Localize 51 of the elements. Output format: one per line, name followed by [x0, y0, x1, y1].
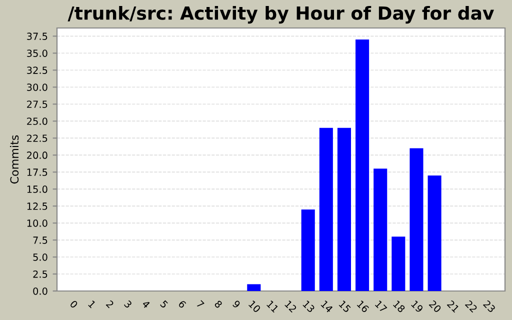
x-tick-label: 1: [88, 300, 96, 308]
bar: [374, 168, 388, 291]
x-tick-label: 21: [446, 300, 460, 313]
y-tick-label: 17.5: [27, 168, 48, 176]
x-tick-label: 13: [302, 300, 316, 313]
y-tick-label: 5.0: [33, 254, 48, 261]
x-tick-label: 8: [214, 300, 223, 309]
x-tick-label: 22: [464, 300, 478, 313]
bar: [410, 148, 424, 291]
x-tick-label: 4: [142, 300, 150, 309]
y-tick-label: 7.5: [33, 236, 48, 244]
y-tick-label: 2.5: [33, 270, 48, 278]
bar: [356, 40, 370, 291]
x-tick-label: 6: [178, 300, 187, 309]
x-tick-label: 9: [232, 300, 241, 309]
x-tick-label: 12: [284, 300, 297, 313]
y-tick-label: 22.5: [27, 134, 48, 142]
x-tick-label: 19: [410, 300, 424, 313]
x-tick-label: 15: [338, 300, 352, 313]
x-tick-label: 17: [374, 300, 388, 313]
x-tick-label: 7: [196, 300, 204, 308]
x-tick-label: 2: [106, 300, 114, 308]
x-tick-label: 0: [70, 300, 78, 309]
y-tick-label: 12.5: [27, 202, 48, 210]
bar: [337, 128, 351, 291]
y-tick-label: 37.5: [27, 32, 48, 40]
x-tick-label: 18: [392, 300, 406, 313]
bar: [301, 209, 315, 291]
y-tick-label: 32.5: [27, 66, 48, 74]
y-tick-label: 25.0: [27, 118, 48, 125]
x-tick-label: 16: [356, 300, 370, 313]
x-tick-label: 10: [248, 300, 262, 313]
y-tick-label: 20.0: [27, 152, 48, 159]
x-tick-label: 23: [482, 300, 496, 313]
x-tick-label: 14: [320, 300, 334, 313]
y-tick-label: 27.5: [27, 100, 48, 108]
bar: [247, 284, 261, 291]
y-tick-label: 10.0: [27, 220, 48, 227]
x-tick-label: 11: [266, 300, 279, 313]
y-tick-label: 30.0: [27, 84, 48, 91]
bar: [392, 236, 406, 291]
bar: [428, 175, 442, 291]
y-tick-label: 0.0: [33, 287, 48, 295]
y-tick-label: 35.0: [27, 50, 48, 57]
chart-title: /trunk/src: Activity by Hour of Day for dav: [68, 6, 494, 24]
x-tick-label: 20: [428, 300, 442, 313]
bar: [319, 128, 333, 291]
y-tick-label: 15.0: [27, 186, 48, 193]
x-tick-label: 5: [160, 300, 168, 308]
x-tick-label: 3: [124, 300, 132, 308]
y-axis-title: Commits: [10, 135, 19, 184]
